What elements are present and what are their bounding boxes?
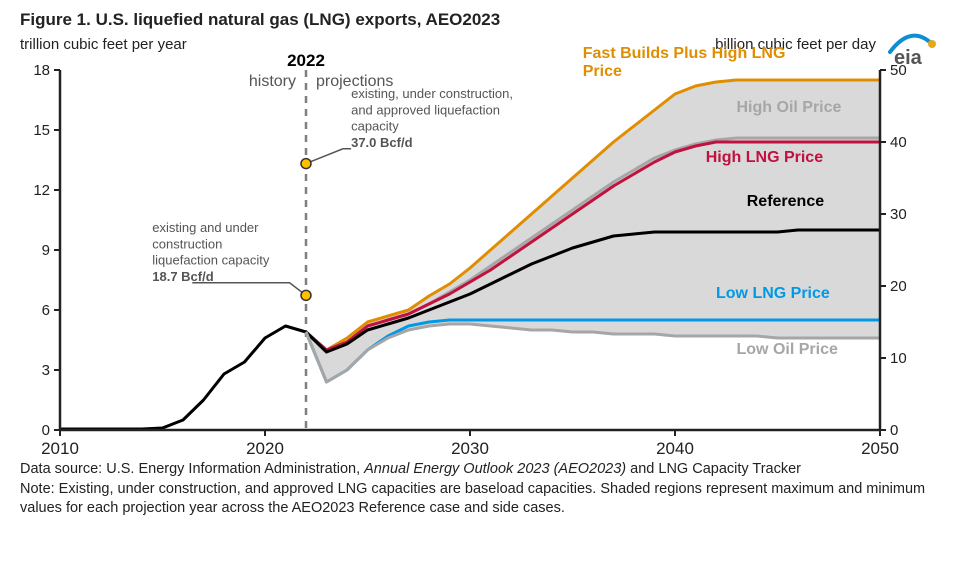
svg-text:Reference: Reference [747, 193, 824, 210]
figure-container: Figure 1. U.S. liquefied natural gas (LN… [0, 0, 956, 567]
ytick-left: 0 [42, 422, 50, 439]
divider-year-label: 2022 [287, 51, 325, 70]
annotation-marker-cap-high [301, 159, 311, 169]
ytick-right: 30 [890, 206, 907, 223]
ytick-left: 3 [42, 362, 50, 379]
svg-text:Fast Builds Plus High LNG: Fast Builds Plus High LNG [583, 45, 786, 62]
ytick-left: 6 [42, 302, 50, 319]
series-label-low-oil-price: Low Oil Price [737, 341, 838, 358]
svg-text:37.0 Bcf/d: 37.0 Bcf/d [351, 135, 412, 150]
xtick: 2040 [656, 439, 694, 458]
ytick-right: 50 [890, 62, 907, 79]
svg-text:Low Oil Price: Low Oil Price [737, 341, 838, 358]
svg-text:and approved liquefaction: and approved liquefaction [351, 102, 500, 117]
data-source-line: Data source: U.S. Energy Information Adm… [20, 460, 936, 480]
svg-text:construction: construction [152, 236, 222, 251]
svg-text:High LNG Price: High LNG Price [706, 149, 823, 166]
xtick: 2030 [451, 439, 489, 458]
ytick-right: 20 [890, 278, 907, 295]
svg-text:Price: Price [583, 63, 622, 80]
ytick-right: 10 [890, 350, 907, 367]
ytick-left: 9 [42, 242, 50, 259]
svg-text:Low LNG Price: Low LNG Price [716, 285, 830, 302]
svg-text:liquefaction capacity: liquefaction capacity [152, 253, 270, 268]
ytick-left: 12 [33, 182, 50, 199]
annotation-leader-cap-high [306, 149, 351, 164]
ytick-right: 40 [890, 134, 907, 151]
svg-text:existing and under: existing and under [152, 220, 259, 235]
series-label-low-lng-price: Low LNG Price [716, 285, 830, 302]
source-suffix: and LNG Capacity Tracker [626, 461, 801, 477]
svg-text:18.7 Bcf/d: 18.7 Bcf/d [152, 269, 213, 284]
svg-text:High Oil Price: High Oil Price [737, 99, 842, 116]
annotation-text-cap-high: existing, under construction,and approve… [351, 86, 513, 150]
series-label-reference: Reference [747, 193, 824, 210]
line-chart: 0369121518010203040502010202020302040205… [60, 70, 880, 430]
series-label-fast-builds-high-lng: Fast Builds Plus High LNGPrice [583, 45, 786, 80]
unit-row: trillion cubic feet per year billion cub… [20, 36, 936, 60]
series-historical [60, 326, 306, 429]
ytick-left: 18 [33, 62, 50, 79]
xtick: 2020 [246, 439, 284, 458]
y-axis-left-unit: trillion cubic feet per year [20, 36, 187, 53]
note-line: Note: Existing, under construction, and … [20, 480, 936, 519]
series-label-high-oil-price: High Oil Price [737, 99, 842, 116]
svg-text:capacity: capacity [351, 119, 399, 134]
figure-title: Figure 1. U.S. liquefied natural gas (LN… [20, 10, 936, 30]
xtick: 2050 [861, 439, 899, 458]
series-label-high-lng-price: High LNG Price [706, 149, 823, 166]
history-label: history [249, 73, 296, 90]
annotation-text-cap-low: existing and underconstruction liquefacti… [152, 220, 270, 284]
chart-area: 0369121518010203040502010202020302040205… [20, 60, 936, 460]
ytick-right: 0 [890, 422, 898, 439]
ytick-left: 15 [33, 122, 50, 139]
source-prefix: Data source: U.S. Energy Information Adm… [20, 461, 364, 477]
xtick: 2010 [41, 439, 79, 458]
svg-text:existing, under construction,: existing, under construction, [351, 86, 513, 101]
annotation-marker-cap-low [301, 290, 311, 300]
annotation-leader-cap-low [192, 283, 306, 296]
source-italic: Annual Energy Outlook 2023 (AEO2023) [364, 461, 626, 477]
footnotes: Data source: U.S. Energy Information Adm… [20, 460, 936, 519]
